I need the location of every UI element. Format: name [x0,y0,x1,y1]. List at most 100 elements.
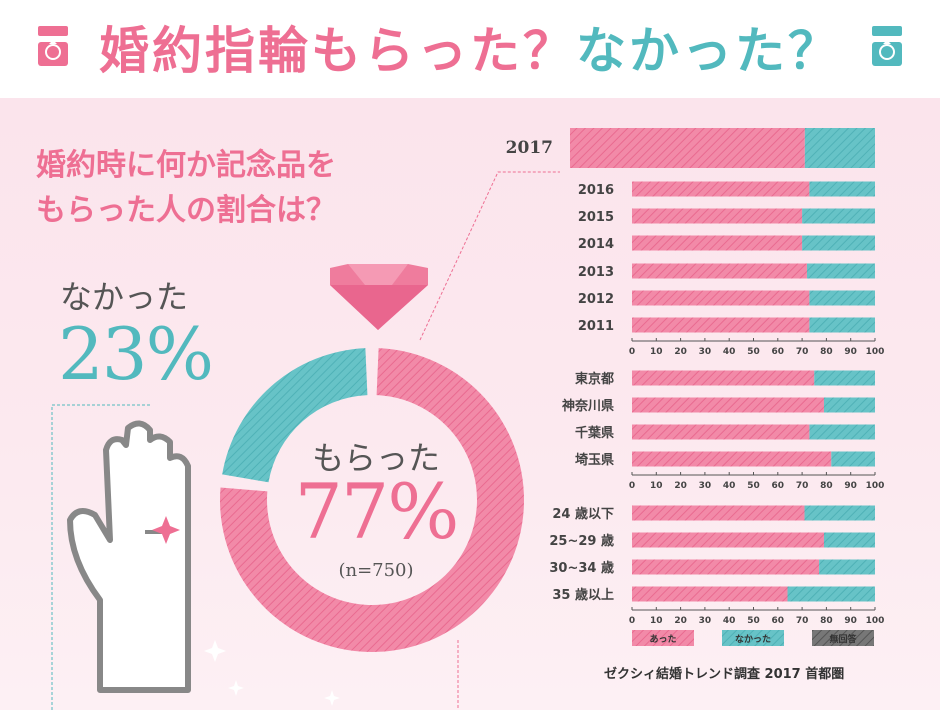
bar-1-3-1 [831,451,875,467]
bar-2-3-1 [787,586,875,602]
category-label: 東京都 [575,371,614,387]
x-tick-label: 40 [723,481,736,491]
hand-icon [67,420,191,693]
bar-1-0-1 [814,370,875,386]
bar-0-4-0 [632,263,807,279]
x-tick-label: 100 [866,616,885,626]
bar-1-2-0 [632,424,810,440]
bar-0-3-1 [802,235,875,251]
page-title: 婚約指輪もらった？なかった？ [0,16,940,86]
x-tick-label: 10 [650,347,663,357]
x-tick-label: 30 [699,481,712,491]
bar-1-0-0 [632,370,815,386]
category-label: 2012 [578,292,614,307]
category-label: 2015 [578,210,614,225]
x-tick-label: 0 [629,347,635,357]
x-tick-label: 80 [820,481,833,491]
category-label: 35 歳以上 [552,587,614,603]
donut-received-label: もらった [311,439,440,477]
x-tick-label: 10 [650,616,663,626]
legend-swatch [722,630,784,646]
legend-swatch [632,630,694,646]
donut-not-received-percent: 23% [58,312,214,396]
ring-box-icon-left [38,26,68,66]
x-tick-label: 50 [747,481,760,491]
category-label: 2011 [578,319,614,334]
bar-1-1-1 [823,397,875,413]
question-line-2: もらった人の割合は？ [36,193,336,228]
sparkle-icons [204,640,340,706]
connector-line-pink [419,171,560,710]
title-part-not-received: なかった？ [576,22,841,80]
bar-1-3-0 [632,451,832,467]
x-tick-label: 70 [796,347,809,357]
title-part-received: 婚約指輪もらった？ [99,22,576,80]
legend-label: なかった [735,634,771,645]
bar-2-1-0 [632,532,824,548]
x-tick-label: 80 [820,347,833,357]
bar-0-2-1 [802,208,875,224]
bar-2-2-0 [632,559,820,575]
category-label: 24 歳以下 [552,506,614,522]
legend-swatch [812,630,874,646]
bar-0-5-1 [809,290,875,306]
x-tick-label: 40 [723,347,736,357]
bar-2-0-0 [632,505,805,521]
connector-lines [51,404,150,710]
x-tick-label: 60 [772,616,785,626]
category-label: 30~34 歳 [549,560,614,576]
bar-0-1-1 [809,181,875,197]
x-tick-label: 30 [699,616,712,626]
bar-0-6-1 [809,317,875,333]
x-tick-label: 0 [629,616,635,626]
bar-0-3-0 [632,235,803,251]
bar-2-1-1 [823,532,875,548]
x-tick-label: 50 [747,347,760,357]
header [0,0,940,98]
bar-0-4-1 [806,263,875,279]
x-tick-label: 40 [723,616,736,626]
donut-slice-received [220,348,524,653]
donut-not-received-label: なかった [60,278,189,316]
x-tick-label: 70 [796,481,809,491]
x-tick-label: 80 [820,616,833,626]
legend-label: 無回答 [829,633,857,645]
category-label: 千葉県 [575,425,614,441]
category-label: 2014 [578,237,614,252]
diamond-icon [330,264,428,330]
legend-label: あった [649,634,676,645]
x-tick-label: 20 [674,347,687,357]
x-tick-label: 70 [796,616,809,626]
donut-chart [220,348,524,653]
bar-1-2-1 [809,424,875,440]
category-label: 2016 [578,183,614,198]
x-tick-label: 90 [844,347,857,357]
x-tick-label: 100 [866,481,885,491]
bar-2-0-1 [804,505,875,521]
category-label: 2013 [578,265,614,280]
x-tick-label: 60 [772,347,785,357]
question-text: 婚約時に何か記念品を もらった人の割合は？ [36,143,416,233]
category-label: 2017 [506,138,553,158]
x-tick-label: 10 [650,481,663,491]
bar-1-1-0 [632,397,824,413]
ring-box-icon-right [872,26,902,66]
x-tick-label: 90 [844,481,857,491]
x-tick-label: 50 [747,616,760,626]
donut-slice-not-received [222,348,368,483]
bar-0-6-0 [632,317,810,333]
x-tick-label: 90 [844,616,857,626]
bar-2-2-1 [819,559,875,575]
x-tick-label: 0 [629,481,635,491]
bar-0-0-0 [570,128,805,168]
bar-0-5-0 [632,290,810,306]
category-label: 25~29 歳 [549,533,614,549]
sample-size: (n=750) [338,560,414,581]
bar-2-3-0 [632,586,788,602]
legend: あった なかった 無回答 [632,630,874,646]
x-tick-label: 30 [699,347,712,357]
bar-0-1-0 [632,181,810,197]
x-tick-label: 20 [674,481,687,491]
source-note: ゼクシィ結婚トレンド調査 2017 首都圏 [604,667,845,682]
